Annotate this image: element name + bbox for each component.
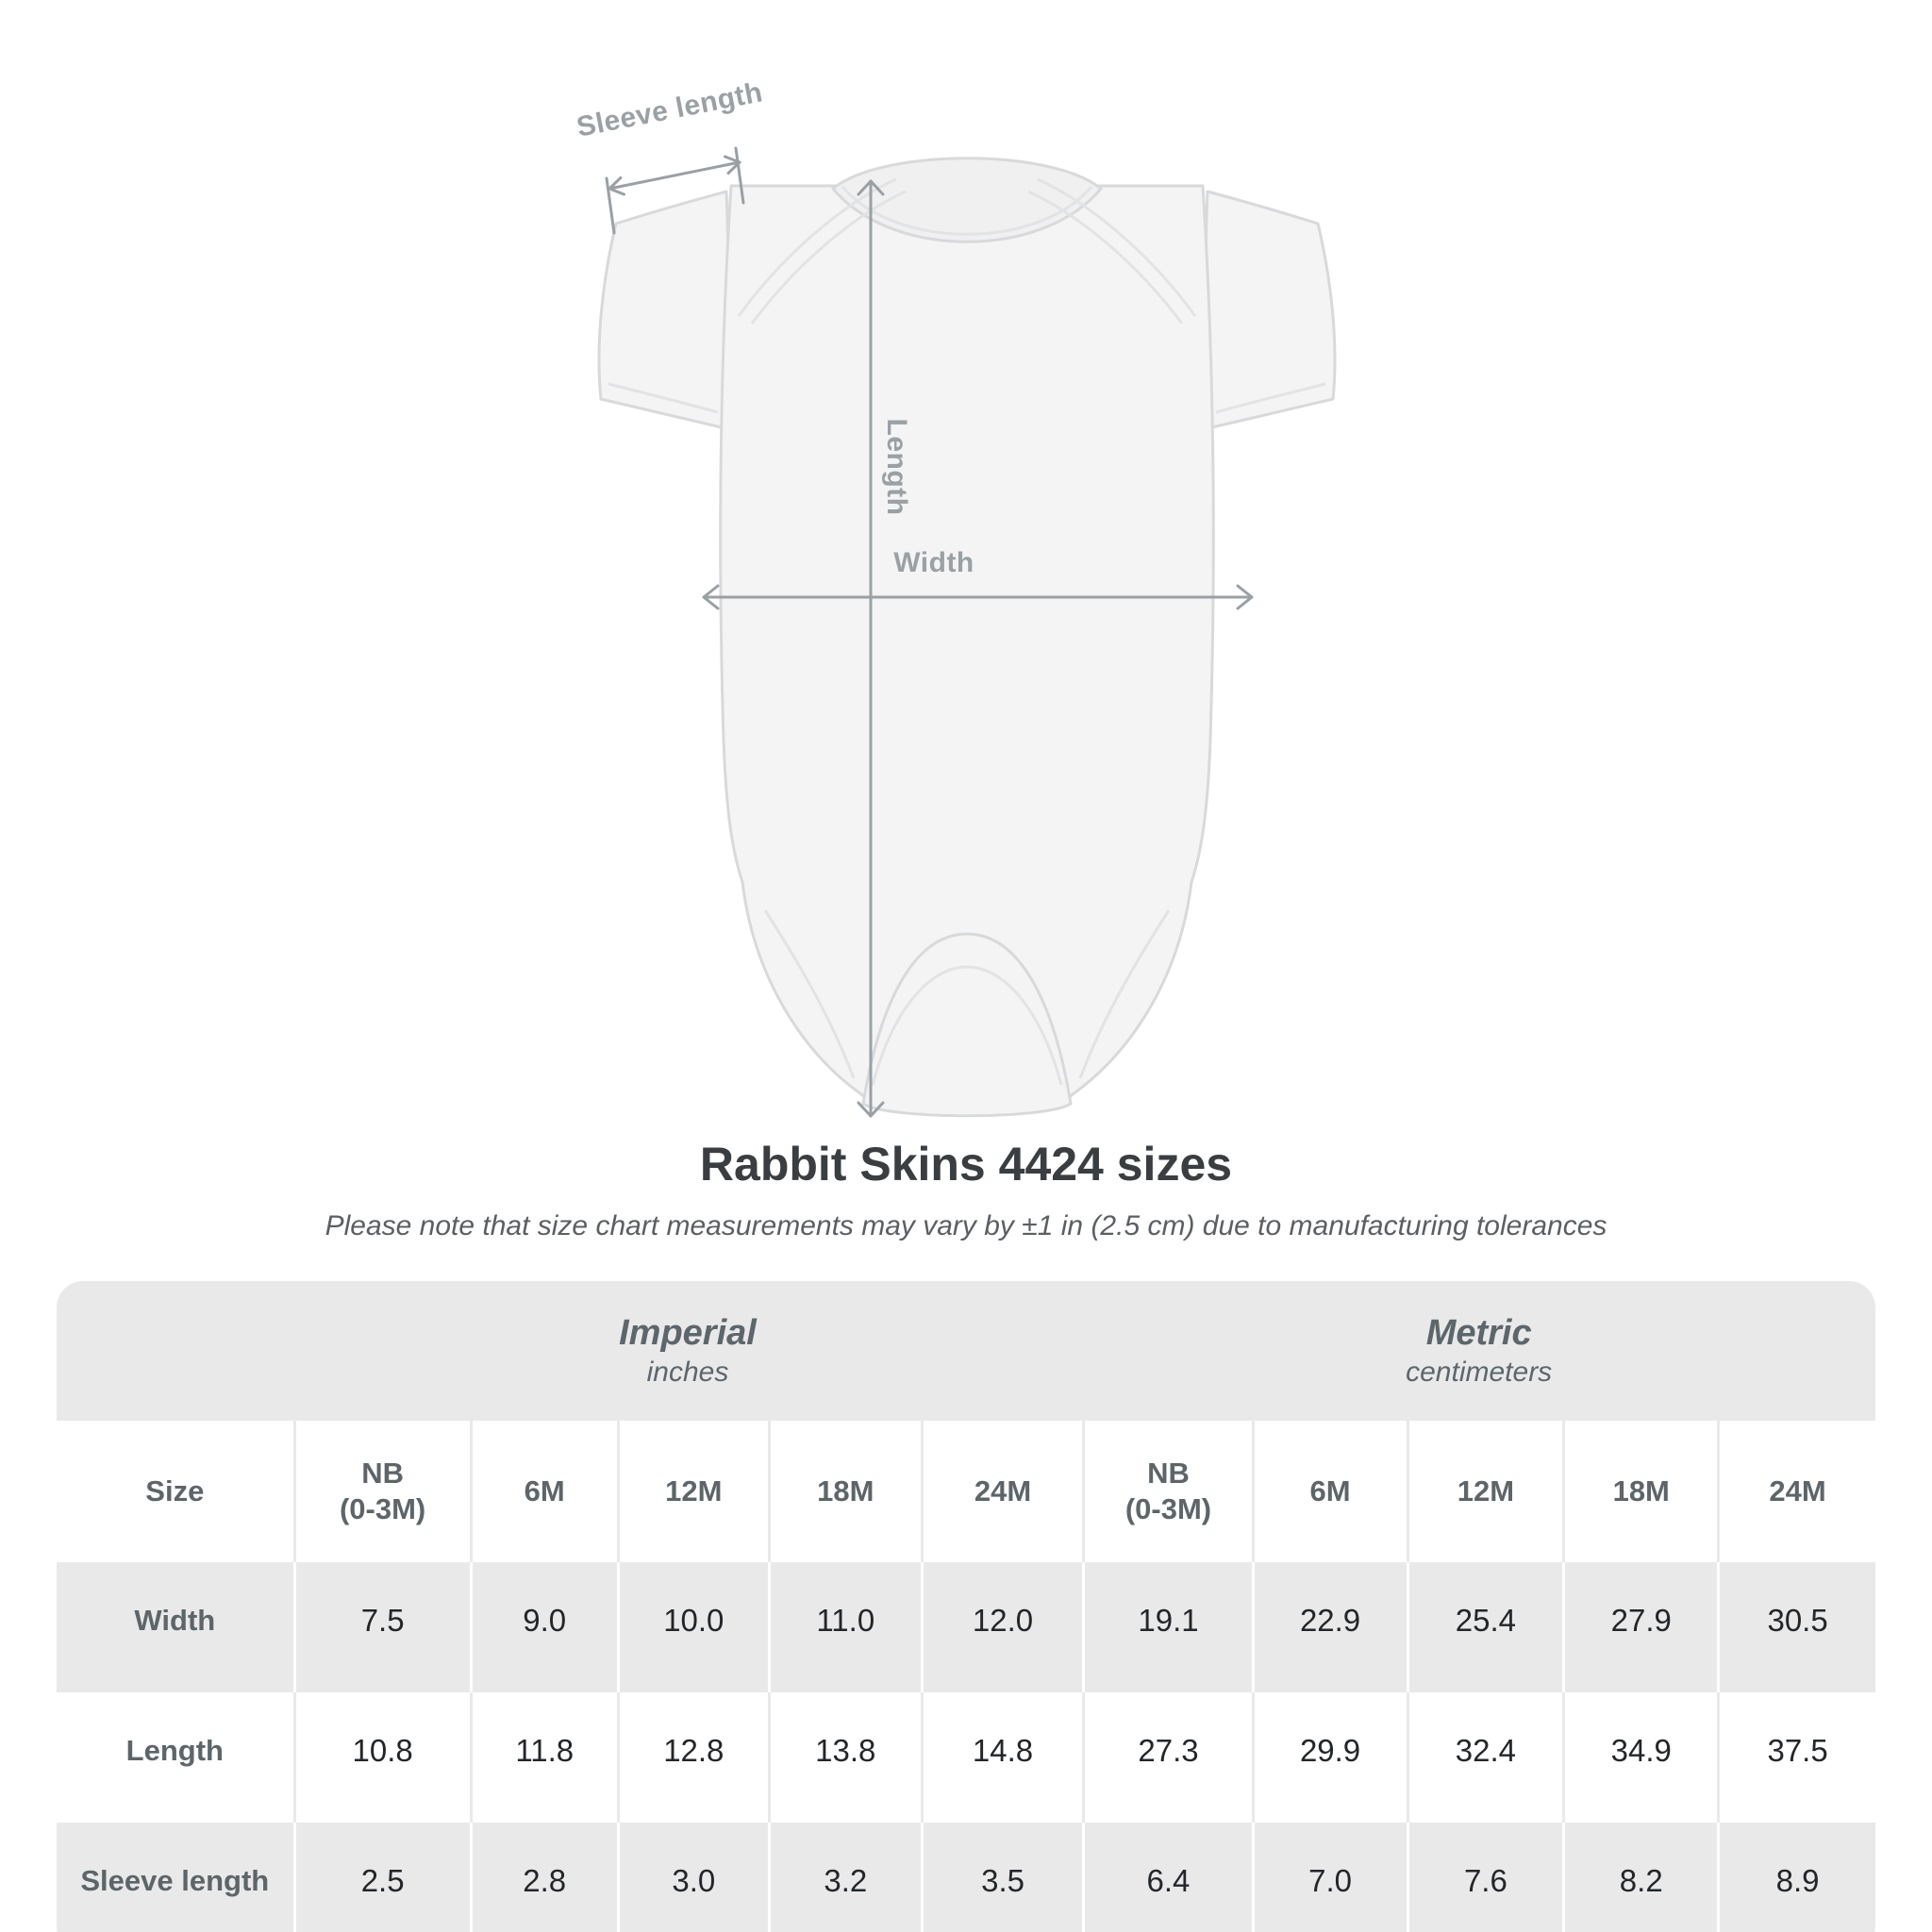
width-arrow bbox=[702, 584, 1254, 610]
col-header-cell: 6M bbox=[469, 1421, 617, 1562]
row-label: Length bbox=[57, 1692, 293, 1823]
page-title: Rabbit Skins 4424 sizes bbox=[699, 1138, 1233, 1191]
value-cell: 37.5 bbox=[1717, 1692, 1875, 1823]
size-table: Imperial inches Metric centimeters Size … bbox=[57, 1281, 1875, 1932]
unit-band-spacer bbox=[57, 1281, 293, 1421]
imperial-title: Imperial bbox=[619, 1313, 757, 1353]
collar bbox=[831, 157, 1103, 243]
value-cell: 34.9 bbox=[1562, 1692, 1718, 1823]
value-cell: 27.9 bbox=[1562, 1562, 1718, 1692]
col-header-cell: NB (0-3M) bbox=[1082, 1421, 1252, 1562]
value-cell: 2.5 bbox=[292, 1823, 470, 1932]
col-header-cell: NB (0-3M) bbox=[292, 1421, 470, 1562]
value-cell: 14.8 bbox=[920, 1692, 1083, 1823]
onesie-body-shapes bbox=[597, 157, 1337, 1118]
left-sleeve bbox=[597, 190, 730, 429]
seam-lines bbox=[608, 177, 1326, 1086]
value-cell: 19.1 bbox=[1082, 1562, 1252, 1692]
value-cell: 27.3 bbox=[1082, 1692, 1252, 1823]
value-cell: 3.2 bbox=[767, 1823, 921, 1932]
crotch-flap bbox=[861, 932, 1073, 1118]
tolerance-note: Please note that size chart measurements… bbox=[325, 1210, 1607, 1241]
width-label: Width bbox=[893, 547, 974, 578]
table-row-sleeve-length: Sleeve length 2.5 2.8 3.0 3.2 3.5 6.4 7.… bbox=[57, 1823, 1875, 1932]
value-cell: 11.8 bbox=[469, 1692, 617, 1823]
table-row-width: Width 7.5 9.0 10.0 11.0 12.0 19.1 22.9 2… bbox=[57, 1562, 1875, 1692]
col-header-cell: 24M bbox=[1717, 1421, 1875, 1562]
value-cell: 10.8 bbox=[292, 1692, 470, 1823]
value-cell: 8.2 bbox=[1562, 1823, 1718, 1932]
value-cell: 32.4 bbox=[1406, 1692, 1563, 1823]
onesie-illustration bbox=[597, 146, 1337, 1118]
row-label: Width bbox=[57, 1562, 293, 1692]
value-cell: 3.5 bbox=[920, 1823, 1083, 1932]
size-header-cell: Size bbox=[57, 1421, 293, 1562]
col-header-cell: 12M bbox=[616, 1421, 768, 1562]
value-cell: 22.9 bbox=[1251, 1562, 1407, 1692]
value-cell: 6.4 bbox=[1082, 1823, 1252, 1932]
value-cell: 25.4 bbox=[1406, 1562, 1563, 1692]
metric-title: Metric bbox=[1425, 1313, 1532, 1353]
metric-unit: centimeters bbox=[1406, 1357, 1553, 1388]
unit-band-row: Imperial inches Metric centimeters bbox=[57, 1281, 1875, 1421]
value-cell: 12.8 bbox=[616, 1692, 768, 1823]
col-header-cell: 12M bbox=[1406, 1421, 1563, 1562]
table-row-length: Length 10.8 11.8 12.8 13.8 14.8 27.3 29.… bbox=[57, 1692, 1875, 1823]
value-cell: 11.0 bbox=[767, 1562, 921, 1692]
value-cell: 7.5 bbox=[292, 1562, 470, 1692]
col-header-cell: 6M bbox=[1251, 1421, 1407, 1562]
right-sleeve bbox=[1204, 190, 1337, 429]
row-label: Sleeve length bbox=[57, 1823, 293, 1932]
imperial-group-header: Imperial inches bbox=[292, 1281, 1083, 1421]
value-cell: 7.0 bbox=[1251, 1823, 1407, 1932]
sleeve-length-arrow bbox=[605, 146, 745, 235]
length-arrow bbox=[857, 179, 885, 1118]
metric-group-header: Metric centimeters bbox=[1082, 1281, 1875, 1421]
column-header-row: Size NB (0-3M) 6M 12M 18M 24M NB (0-3M) … bbox=[57, 1421, 1875, 1562]
value-cell: 9.0 bbox=[469, 1562, 617, 1692]
value-cell: 30.5 bbox=[1717, 1562, 1875, 1692]
value-cell: 7.6 bbox=[1406, 1823, 1563, 1932]
value-cell: 8.9 bbox=[1717, 1823, 1875, 1932]
imperial-unit: inches bbox=[646, 1357, 729, 1388]
length-label: Length bbox=[881, 418, 912, 516]
col-header-cell: 24M bbox=[920, 1421, 1083, 1562]
value-cell: 3.0 bbox=[616, 1823, 768, 1932]
value-cell: 2.8 bbox=[469, 1823, 617, 1932]
value-cell: 13.8 bbox=[767, 1692, 921, 1823]
col-header-cell: 18M bbox=[1562, 1421, 1718, 1562]
col-header-cell: 18M bbox=[767, 1421, 921, 1562]
value-cell: 10.0 bbox=[616, 1562, 768, 1692]
value-cell: 29.9 bbox=[1251, 1692, 1407, 1823]
value-cell: 12.0 bbox=[920, 1562, 1083, 1692]
